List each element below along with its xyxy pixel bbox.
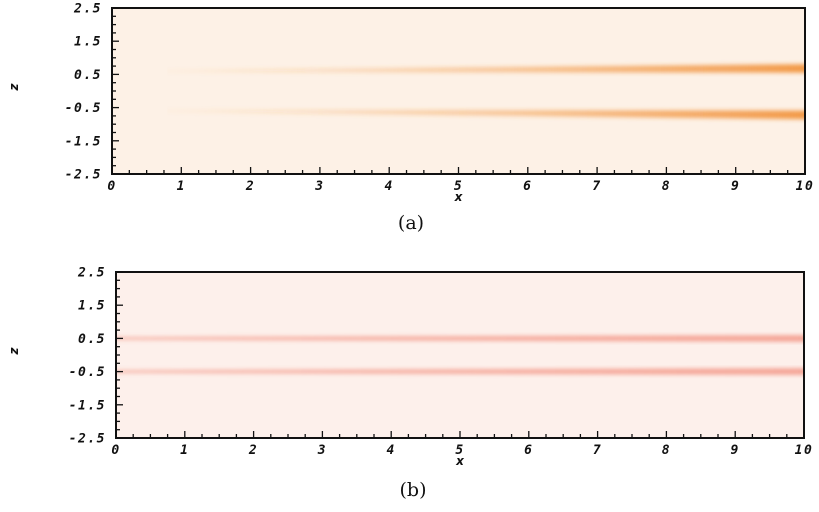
plumes-b (116, 335, 804, 375)
x-tick-label: 6 (523, 179, 532, 194)
x-ticks-a: 0 1 2 3 4 5 6 7 8 9 10 (107, 167, 815, 194)
y-axis-label-b: z (7, 346, 21, 355)
x-tick-label: 1 (177, 179, 186, 194)
plot-background-b (116, 272, 804, 438)
plume-band (167, 109, 805, 120)
y-tick-label: -2.5 (69, 432, 106, 447)
y-tick-label: 2.5 (77, 266, 106, 281)
x-tick-label: 4 (385, 179, 394, 194)
x-tick-label: 7 (593, 443, 602, 458)
y-tick-label: -1.5 (69, 398, 106, 413)
x-tick-label: 2 (248, 443, 258, 458)
x-tick-label: 7 (592, 179, 601, 194)
x-tick-label: 2 (245, 179, 255, 194)
x-tick-label: 0 (111, 443, 120, 458)
x-tick-label: 8 (662, 443, 671, 458)
y-ticks-a: 2.5 1.5 0.5 -0.5 -1.5 -2.5 (65, 2, 119, 183)
x-tick-label: 9 (731, 443, 740, 458)
x-tick-label: 0 (107, 179, 116, 194)
x-tick-label: 5 (454, 179, 463, 194)
plot-background-a (112, 8, 805, 174)
x-tick-label: 3 (317, 443, 327, 458)
x-tick-label: 5 (455, 443, 464, 458)
x-tick-label: 10 (795, 443, 814, 458)
y-tick-label: 0.5 (74, 68, 102, 83)
x-axis-label-b: x (455, 454, 465, 468)
y-tick-label: 0.5 (78, 332, 106, 347)
y-tick-label: 1.5 (74, 35, 102, 50)
y-tick-label: -1.5 (65, 134, 102, 149)
x-tick-label: 4 (387, 443, 396, 458)
plume-band (116, 335, 804, 342)
x-tick-label: 8 (662, 179, 671, 194)
y-tick-label: -0.5 (69, 365, 106, 380)
x-tick-label: 10 (796, 179, 815, 194)
x-axis-label-a: x (454, 190, 464, 204)
x-tick-label: 6 (524, 443, 533, 458)
panel-caption-a: (a) (398, 212, 424, 234)
x-tick-label: 9 (731, 179, 740, 194)
plumes-a (167, 64, 805, 120)
y-tick-label: -0.5 (65, 101, 102, 116)
x-tick-label: 3 (314, 179, 324, 194)
y-tick-label: 2.5 (73, 2, 102, 17)
x-ticks-b: 0 1 2 3 4 5 6 7 8 9 10 (111, 431, 814, 458)
panel-a: 0 1 2 3 4 5 6 7 8 9 10 2.5 1.5 0.5 -0.5 -1.5 -2.5 x z (… (7, 2, 815, 235)
panel-caption-b: (b) (400, 479, 427, 501)
y-tick-label: -2.5 (65, 168, 102, 183)
panel-b: 0 1 2 3 4 5 6 7 8 9 10 2.5 1.5 0.5 -0.5 -1.5 -2.5 x z (… (7, 266, 814, 502)
y-ticks-b: 2.5 1.5 0.5 -0.5 -1.5 -2.5 (69, 266, 123, 447)
y-axis-label-a: z (7, 82, 21, 91)
plume-band (116, 368, 804, 375)
plume-band (167, 64, 805, 73)
x-tick-label: 1 (180, 443, 189, 458)
y-tick-label: 1.5 (78, 299, 106, 314)
